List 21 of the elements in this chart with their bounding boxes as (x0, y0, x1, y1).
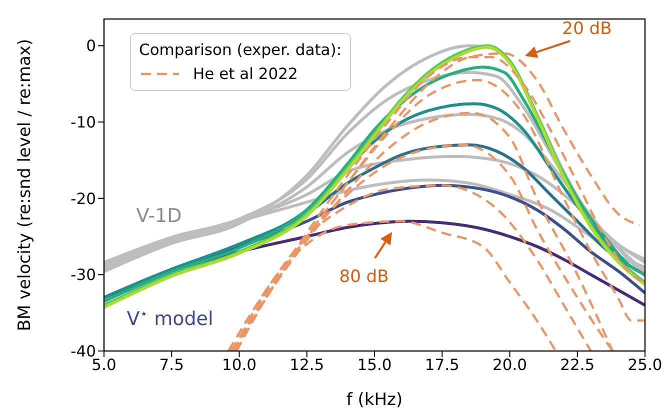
y-tick-label: 0 (86, 37, 96, 56)
y-tick-label: -10 (70, 114, 96, 132)
x-tick-label: 12.5 (290, 356, 324, 374)
annotation: V$^{⋆}$ model (126, 306, 214, 330)
y-tick-label: -30 (70, 266, 96, 284)
x-tick-label: 25.0 (628, 356, 662, 374)
x-tick-label: 5.0 (92, 356, 116, 374)
x-tick-label: 15.0 (357, 356, 392, 374)
legend-label: He et al 2022 (193, 64, 298, 85)
x-tick-label: 20.0 (492, 356, 528, 374)
annotation: 20 dB (562, 19, 612, 39)
x-axis-title: f (kHz) (346, 390, 403, 410)
annotation: 80 dB (339, 267, 389, 287)
x-tick-label: 17.5 (424, 356, 460, 374)
y-tick-label: -20 (70, 190, 96, 208)
x-tick-label: 7.5 (159, 356, 184, 374)
x-tick-label: 22.5 (560, 356, 595, 374)
legend-title: Comparison (exper. data): (139, 40, 342, 61)
x-tick-label: 10.0 (222, 356, 257, 374)
y-axis-title: BM velocity (re:snd level / re:max) (15, 38, 35, 332)
annotation: V-1D (136, 205, 182, 227)
